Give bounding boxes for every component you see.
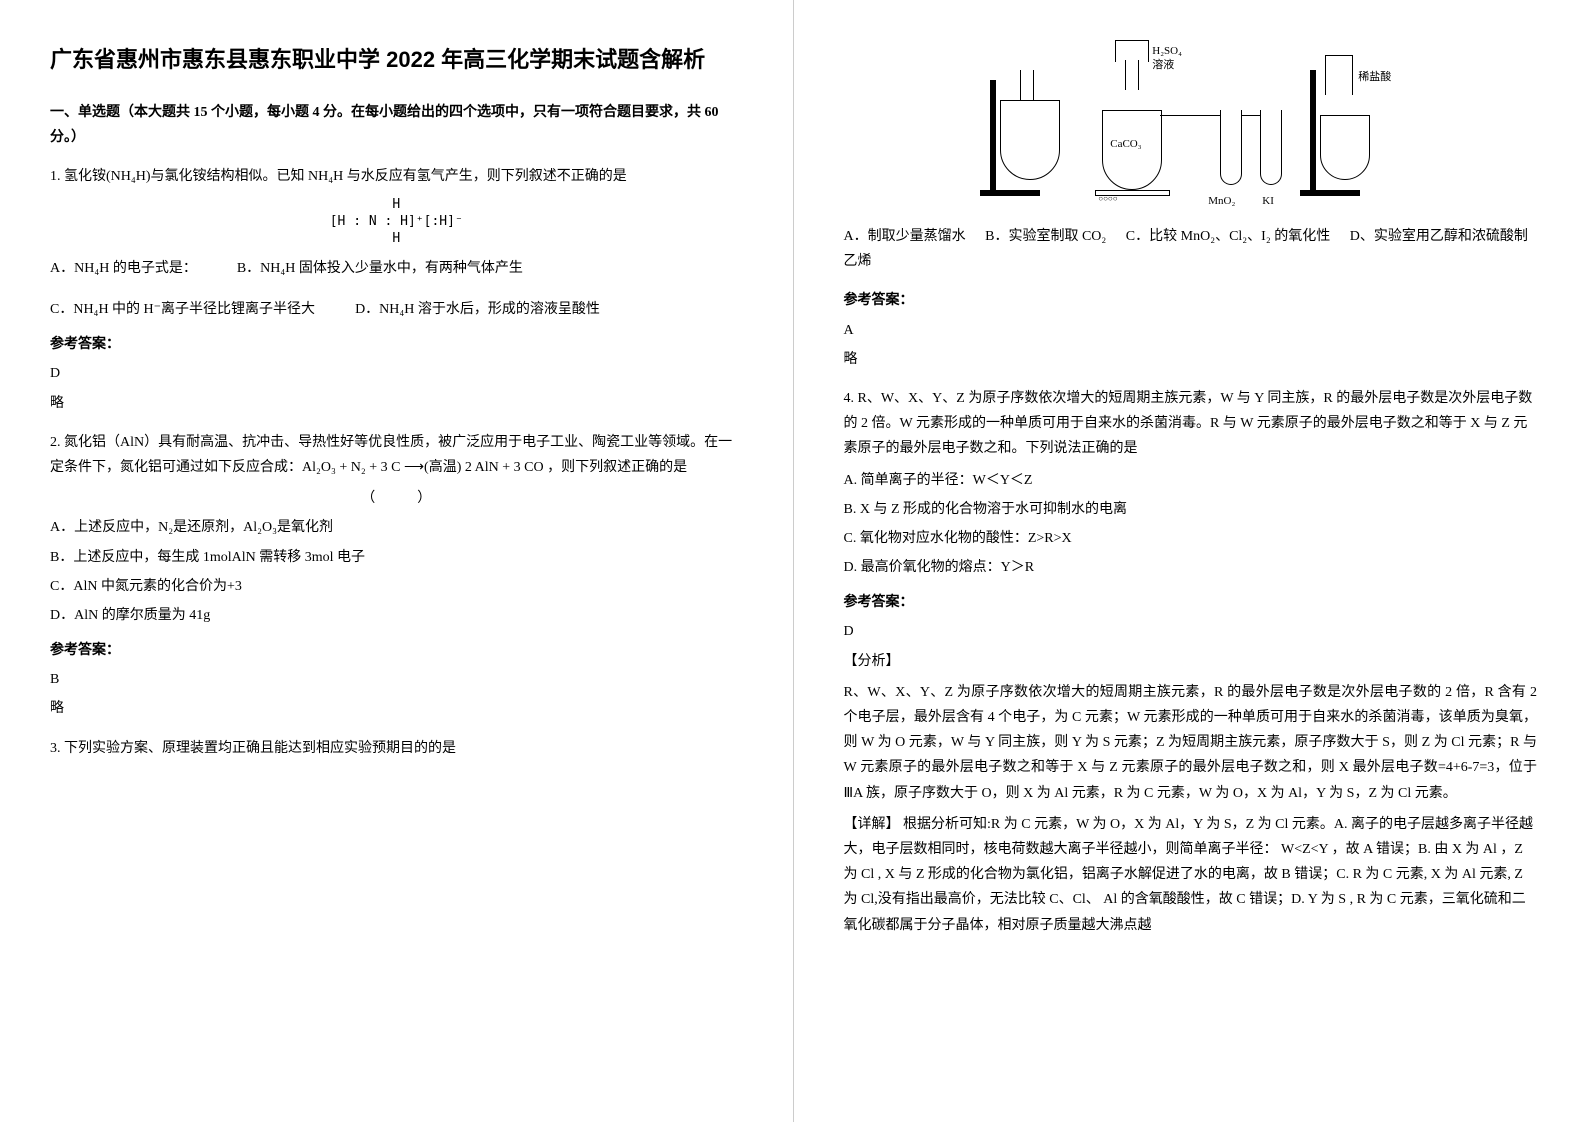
q1-answer: D	[50, 361, 743, 386]
q1-stem: 1. 氢化铵(NH₄H)与氯化铵结构相似。已知 NH₄H 与水反应有氢气产生，则…	[50, 164, 743, 189]
q3-answer: A	[844, 318, 1538, 343]
answer-label: 参考答案：	[844, 590, 1538, 615]
q3-options: A．制取少量蒸馏水 B．实验室制取 CO₂ C．比较 MnO₂、Cl₂、I₂ 的…	[844, 224, 1538, 274]
q4-analysis: R、W、X、Y、Z 为原子序数依次增大的短周期主族元素，R 的最外层电子数是次外…	[844, 680, 1538, 806]
answer-label: 参考答案：	[50, 638, 743, 663]
formula-line: H	[50, 231, 743, 248]
q1-optC: C．NH₄H 中的 H⁻离子半径比锂离子半径大	[50, 297, 315, 322]
question-2: 2. 氮化铝（AlN）具有耐高温、抗冲击、导热性好等优良性质，被广泛应用于电子工…	[50, 430, 743, 722]
q2-optD: D．AlN 的摩尔质量为 41g	[50, 603, 743, 628]
label-caco3: CaCO₃	[1110, 135, 1141, 155]
q4-optC: C. 氧化物对应水化物的酸性：Z>R>X	[844, 526, 1538, 551]
q3-optA: A．制取少量蒸馏水	[844, 229, 966, 244]
q2-optC: C．AlN 中氮元素的化合价为+3	[50, 574, 743, 599]
q4-stem: 4. R、W、X、Y、Z 为原子序数依次增大的短周期主族元素，W 与 Y 同主族…	[844, 386, 1538, 462]
q2-optA: A．上述反应中，N₂是还原剂，Al₂O₃是氧化剂	[50, 515, 743, 540]
q1-optD: D．NH₄H 溶于水后，形成的溶液呈酸性	[355, 297, 600, 322]
formula-line: H	[50, 197, 743, 214]
q4-answer: D	[844, 619, 1538, 644]
page-title: 广东省惠州市惠东县惠东职业中学 2022 年高三化学期末试题含解析	[50, 40, 743, 80]
q2-paren: （ ）	[50, 486, 743, 511]
answer-label: 参考答案：	[844, 288, 1538, 313]
question-4: 4. R、W、X、Y、Z 为原子序数依次增大的短周期主族元素，W 与 Y 同主族…	[844, 386, 1538, 938]
label-hcl: 稀盐酸	[1358, 68, 1391, 88]
q3-stem: 3. 下列实验方案、原理装置均正确且能达到相应实验预期目的的是	[50, 736, 743, 761]
q2-stem: 2. 氮化铝（AlN）具有耐高温、抗冲击、导热性好等优良性质，被广泛应用于电子工…	[50, 430, 743, 480]
q4-detail: 根据分析可知:R 为 C 元素，W 为 O，X 为 Al，Y 为 S，Z 为 C…	[844, 817, 1534, 933]
q3-optB: B．实验室制取 CO₂	[985, 229, 1106, 244]
question-3-stem: 3. 下列实验方案、原理装置均正确且能达到相应实验预期目的的是	[50, 736, 743, 761]
q3-optC: C．比较 MnO₂、Cl₂、I₂ 的氧化性	[1126, 229, 1330, 244]
analysis-label: 【分析】	[844, 649, 1538, 674]
q1-note: 略	[50, 391, 743, 416]
label-soln: 溶液	[1152, 56, 1174, 76]
formula-line: [H : N : H]⁺[:H]⁻	[50, 214, 743, 231]
q1-optB: B．NH₄H 固体投入少量水中，有两种气体产生	[237, 256, 523, 281]
q4-optB: B. X 与 Z 形成的化合物溶于水可抑制水的电离	[844, 497, 1538, 522]
q1-formula: H [H : N : H]⁺[:H]⁻ H	[50, 197, 743, 248]
detail-label: 【详解】	[844, 817, 900, 832]
question-1: 1. 氢化铵(NH₄H)与氯化铵结构相似。已知 NH₄H 与水反应有氢气产生，则…	[50, 164, 743, 416]
q2-answer: B	[50, 667, 743, 692]
label-ki: KI	[1262, 192, 1274, 212]
q3-note: 略	[844, 347, 1538, 372]
q2-note: 略	[50, 696, 743, 721]
q4-optD: D. 最高价氧化物的熔点：Y＞R	[844, 555, 1538, 580]
label-mno2: MnO₂	[1208, 192, 1235, 212]
section-header: 一、单选题（本大题共 15 个小题，每小题 4 分。在每小题给出的四个选项中，只…	[50, 100, 743, 150]
answer-label: 参考答案：	[50, 332, 743, 357]
q3-diagram: H₂SO₄ 溶液 CaCO₃ ○○○○ MnO₂ KI 稀盐酸	[980, 40, 1400, 210]
q2-optB: B．上述反应中，每生成 1molAlN 需转移 3mol 电子	[50, 545, 743, 570]
q4-optA: A. 简单离子的半径：W＜Y＜Z	[844, 468, 1538, 493]
q1-optA: A．NH₄H 的电子式是：	[50, 256, 197, 281]
